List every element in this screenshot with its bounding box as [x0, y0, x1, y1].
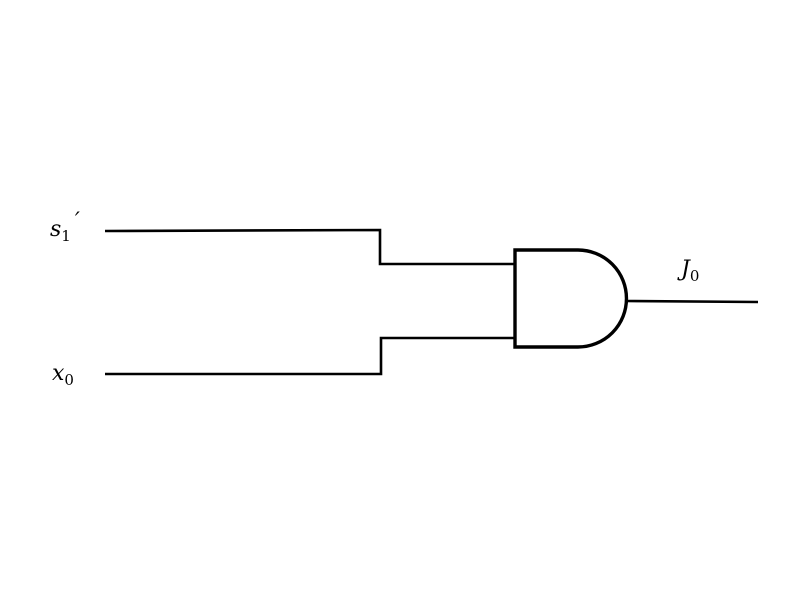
input-label-x0-name: x — [52, 361, 65, 386]
input-label-s1-prime-mark: ′ — [75, 209, 80, 234]
input-label-x0: x0 — [52, 361, 74, 389]
wire-output-j0 — [625, 299, 759, 304]
input-label-x0-subscript: 0 — [64, 371, 74, 389]
input-label-s1-name: s — [50, 217, 61, 242]
wire-input-s1-prime — [104, 228, 515, 266]
input-label-s1-prime: s1′ — [50, 209, 80, 245]
output-label-j0-name: J — [677, 257, 691, 282]
wire-input-x0 — [105, 336, 515, 376]
and-gate — [513, 248, 629, 349]
output-label-j0-subscript: 0 — [690, 267, 700, 285]
input-label-s1-subscript: 1 — [61, 227, 71, 245]
output-label-j0: J0 — [677, 257, 699, 285]
